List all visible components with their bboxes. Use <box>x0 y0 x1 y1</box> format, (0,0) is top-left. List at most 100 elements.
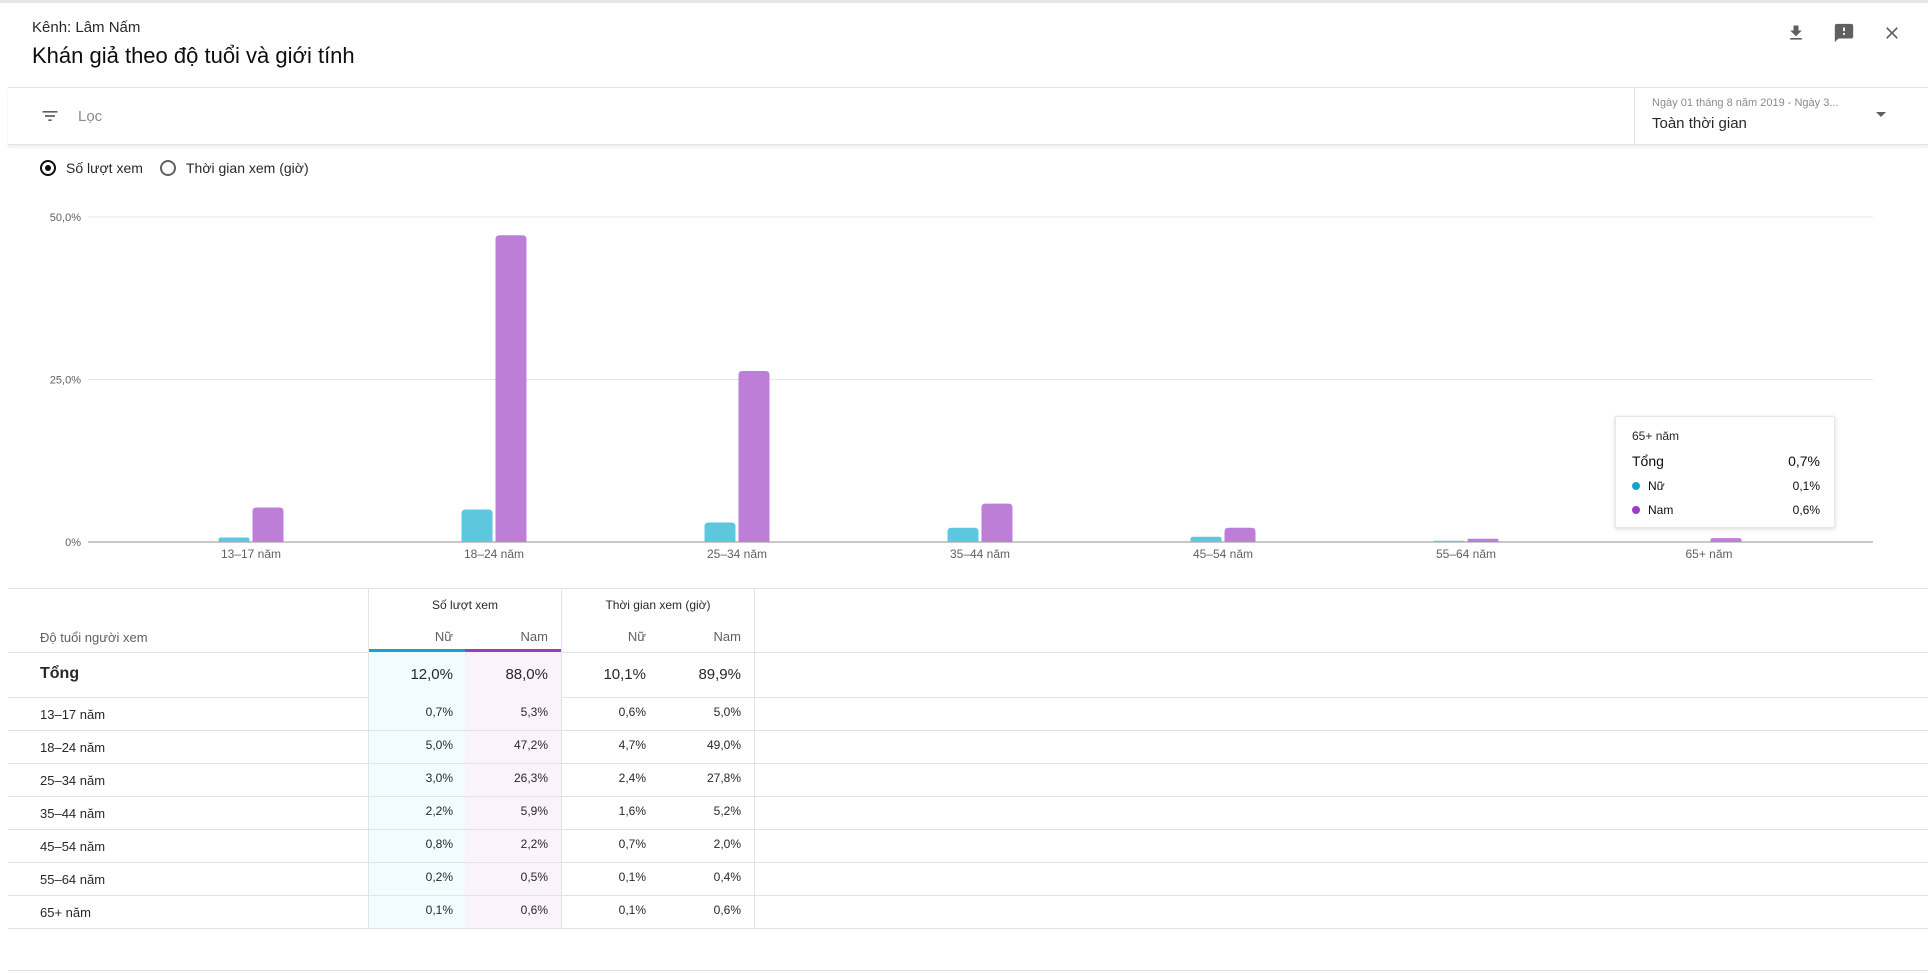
row-label: 18–24 năm <box>40 740 106 755</box>
tooltip-female-label: Nữ <box>1648 479 1665 493</box>
total-row-label: Tổng <box>40 665 80 682</box>
total-watch-female: 10,1% <box>603 666 646 683</box>
male-column-tint <box>465 652 561 928</box>
bar-female <box>218 537 250 542</box>
close-icon[interactable] <box>1878 19 1906 47</box>
divider <box>8 895 1928 896</box>
female-dot-icon <box>1632 482 1640 490</box>
date-range-picker[interactable]: Ngày 01 tháng 8 năm 2019 - Ngày 3... Toà… <box>1634 88 1928 144</box>
divider <box>561 588 562 928</box>
dialog-header: Kênh: Lâm Nấm Khán giả theo độ tuổi và g… <box>8 3 1928 88</box>
male-column-accent <box>465 649 561 652</box>
row-label: 35–44 năm <box>40 806 106 821</box>
female-column-accent <box>369 649 465 652</box>
divider <box>8 829 1928 830</box>
table-row: 65+ năm 0,1% 0,6% 0,1% 0,6% <box>8 895 1928 929</box>
top-border <box>0 0 1928 3</box>
row-value: 0,5% <box>520 870 548 884</box>
table-row: 25–34 năm 3,0% 26,3% 2,4% 27,8% <box>8 763 1928 797</box>
row-value: 5,3% <box>520 705 548 719</box>
row-value: 0,1% <box>618 903 646 917</box>
row-value: 5,0% <box>425 738 453 752</box>
bar-male <box>1224 527 1256 542</box>
divider <box>754 588 755 928</box>
table-row: 13–17 năm 0,7% 5,3% 0,6% 5,0% <box>8 697 1928 731</box>
divider <box>8 796 1928 797</box>
row-value: 0,6% <box>520 903 548 917</box>
date-range-detail: Ngày 01 tháng 8 năm 2019 - Ngày 3... <box>1652 97 1839 109</box>
channel-name: Kênh: Lâm Nấm <box>32 19 141 36</box>
filter-input[interactable] <box>78 100 578 132</box>
total-views-female: 12,0% <box>410 666 453 683</box>
row-label: 45–54 năm <box>40 839 106 854</box>
age-gender-chart: 0% 25,0% 50,0% 13–17 năm 18–24 năm 25–34 năm 3… <box>50 212 1873 561</box>
row-value: 27,8% <box>706 771 741 785</box>
tooltip-male-row: Nam 0,6% <box>1632 503 1820 517</box>
bar-female <box>1433 540 1465 542</box>
y-tick-label: 25,0% <box>50 375 81 387</box>
tooltip-female-value: 0,1% <box>1792 479 1820 493</box>
row-value: 4,7% <box>618 738 646 752</box>
column-views-female: Nữ <box>434 629 453 644</box>
row-value: 0,8% <box>425 837 453 851</box>
divider <box>368 588 369 928</box>
chart-tooltip: 65+ năm Tổng 0,7% Nữ 0,1% Nam 0,6% <box>1615 416 1835 528</box>
x-tick-label: 65+ năm <box>1685 547 1732 561</box>
tooltip-male-value: 0,6% <box>1792 503 1820 517</box>
x-tick-label: 18–24 năm <box>464 547 524 561</box>
tooltip-male-label: Nam <box>1648 503 1674 517</box>
radio-watch-time[interactable]: Thời gian xem (giờ) <box>160 160 309 176</box>
bar-female <box>947 527 979 542</box>
row-value: 0,1% <box>425 903 453 917</box>
row-value: 2,2% <box>425 804 453 818</box>
bar-male <box>495 235 527 542</box>
radio-views-label: Số lượt xem <box>66 160 143 176</box>
filter-icon[interactable] <box>40 106 60 126</box>
divider <box>8 928 1928 929</box>
row-value: 2,0% <box>713 837 741 851</box>
row-label: 55–64 năm <box>40 872 106 887</box>
radio-unchecked-icon <box>160 160 176 176</box>
tooltip-total-value: 0,7% <box>1788 453 1820 469</box>
bar-female <box>461 509 493 542</box>
data-table: Số lượt xem Thời gian xem (giờ) Độ tuổi … <box>8 588 1928 929</box>
radio-views[interactable]: Số lượt xem <box>40 160 143 176</box>
column-group-views: Số lượt xem <box>432 598 498 612</box>
row-label: 13–17 năm <box>40 707 106 722</box>
row-value: 2,4% <box>618 771 646 785</box>
row-value: 5,0% <box>713 705 741 719</box>
row-value: 0,7% <box>425 705 453 719</box>
table-row: 55–64 năm 0,2% 0,5% 0,1% 0,4% <box>8 862 1928 896</box>
bar-female <box>1190 536 1222 542</box>
date-range-label: Toàn thời gian <box>1652 115 1747 132</box>
tooltip-title: 65+ năm <box>1632 429 1680 443</box>
divider <box>8 970 1928 971</box>
tooltip-female-row: Nữ 0,1% <box>1632 479 1820 493</box>
row-value: 0,6% <box>618 705 646 719</box>
table-row: 45–54 năm 0,8% 2,2% 0,7% 2,0% <box>8 829 1928 863</box>
tooltip-total-label: Tổng <box>1632 453 1664 469</box>
row-value: 1,6% <box>618 804 646 818</box>
x-tick-label: 55–64 năm <box>1436 547 1496 561</box>
y-tick-label: 50,0% <box>50 212 81 224</box>
dropdown-arrow-icon <box>1876 112 1886 117</box>
divider <box>8 730 1928 731</box>
row-value: 49,0% <box>706 738 741 752</box>
divider <box>8 588 1928 589</box>
table-row: 18–24 năm 5,0% 47,2% 4,7% 49,0% <box>8 730 1928 764</box>
download-icon[interactable] <box>1782 19 1810 47</box>
divider <box>8 862 1928 863</box>
row-value: 5,2% <box>713 804 741 818</box>
feedback-icon[interactable] <box>1830 19 1858 47</box>
divider <box>8 697 1928 698</box>
row-label: 65+ năm <box>40 905 91 920</box>
bar-male <box>981 503 1013 542</box>
female-column-tint <box>369 652 465 928</box>
radio-watch-time-label: Thời gian xem (giờ) <box>186 160 309 176</box>
row-value: 47,2% <box>513 738 548 752</box>
divider <box>8 763 1928 764</box>
bar-male <box>252 507 284 542</box>
row-value: 0,7% <box>618 837 646 851</box>
column-views-male: Nam <box>520 629 548 644</box>
row-value: 0,2% <box>425 870 453 884</box>
